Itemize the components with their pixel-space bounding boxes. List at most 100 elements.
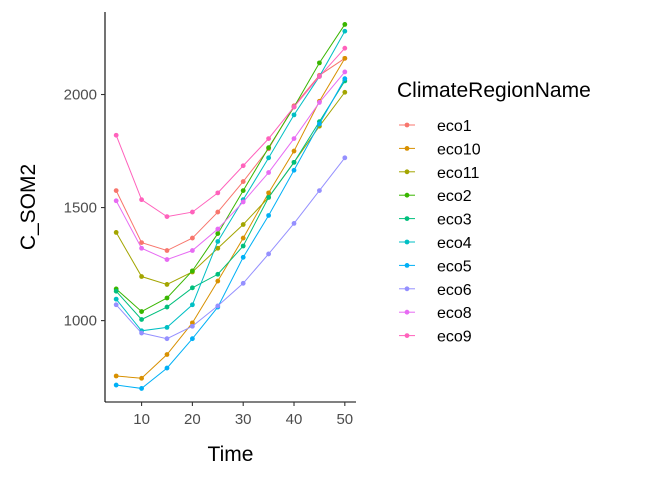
data-point (139, 309, 144, 314)
data-point (317, 188, 322, 194)
data-point (240, 243, 246, 249)
data-point (240, 222, 246, 227)
series-line (115, 71, 346, 261)
legend-item-eco8: eco8 (399, 305, 472, 322)
data-point (266, 213, 272, 218)
data-point (240, 188, 246, 194)
data-point (189, 320, 195, 326)
x-axis-ticks: 10 20 30 40 50 (133, 402, 353, 428)
data-point (240, 199, 246, 205)
x-tick-label: 40 (286, 411, 303, 428)
data-point (266, 145, 272, 151)
data-point (266, 251, 272, 257)
data-point (139, 197, 144, 203)
data-point (215, 303, 221, 309)
data-point (164, 248, 170, 253)
plot-series-group (113, 22, 348, 391)
data-point (291, 159, 297, 165)
data-point (317, 60, 322, 66)
legend-item-eco10: eco10 (399, 141, 481, 158)
data-point (189, 323, 195, 329)
data-point (215, 226, 221, 232)
data-point (113, 373, 119, 379)
legend-key-point (404, 146, 410, 151)
legend-label: eco10 (437, 141, 481, 158)
legend-key-point (404, 122, 410, 128)
data-point (215, 190, 221, 196)
legend-items: eco1 eco10 eco11 eco2 eco3 eco4 eco5 eco6 eco8 ec… (399, 118, 481, 346)
data-point (266, 136, 272, 142)
data-point (139, 330, 144, 336)
axes-group (104, 12, 356, 403)
series-eco5 (113, 76, 348, 391)
legend-label: eco2 (437, 188, 472, 205)
data-point (113, 230, 119, 235)
data-point (189, 285, 195, 291)
legend-label: eco6 (437, 282, 472, 299)
data-point (342, 155, 348, 161)
data-point (342, 22, 348, 27)
legend-label: eco1 (437, 118, 472, 135)
data-point (240, 179, 246, 184)
data-point (240, 163, 246, 169)
series-line (115, 157, 346, 340)
data-point (342, 76, 348, 82)
data-point (215, 209, 221, 215)
data-point (342, 89, 348, 95)
data-point (164, 257, 170, 262)
legend-item-eco11: eco11 (399, 165, 480, 182)
y-axis-ticks: 1000 1500 2000 (64, 87, 105, 330)
y-tick-label: 1500 (64, 200, 97, 217)
data-point (139, 240, 144, 246)
data-point (215, 278, 221, 284)
legend-key-point (404, 216, 410, 222)
legend-key-point (404, 263, 410, 268)
data-point (113, 288, 119, 294)
series-line (115, 91, 346, 285)
legend-key-point (404, 169, 410, 175)
data-point (139, 274, 144, 279)
legend-item-eco4: eco4 (399, 235, 472, 252)
y-axis-title: C_SOM2 (17, 164, 40, 250)
legend-item-eco5: eco5 (399, 258, 472, 275)
data-point (164, 282, 170, 287)
legend-label: eco3 (437, 212, 472, 229)
data-point (215, 271, 221, 277)
y-tick-label: 1000 (64, 313, 97, 330)
legend-key-point (404, 333, 410, 338)
data-point (240, 254, 246, 260)
series-line (115, 24, 346, 313)
data-point (113, 302, 119, 308)
legend-label: eco4 (437, 235, 472, 252)
series-line (116, 58, 346, 379)
data-point (215, 239, 221, 244)
data-point (189, 209, 195, 215)
data-point (189, 268, 195, 274)
data-point (291, 148, 297, 154)
data-point (266, 155, 272, 161)
data-point (139, 317, 144, 322)
data-point (164, 324, 170, 330)
legend-title: ClimateRegionName (397, 79, 591, 102)
data-point (342, 55, 348, 61)
data-point (266, 194, 272, 200)
data-point (342, 28, 348, 34)
data-point (164, 214, 170, 220)
series-eco8 (113, 69, 348, 262)
series-line (115, 80, 346, 321)
data-point (291, 220, 297, 226)
data-point (291, 104, 297, 110)
series-eco11 (113, 89, 348, 287)
data-point (240, 280, 246, 286)
data-point (139, 245, 144, 251)
legend-label: eco8 (437, 305, 472, 322)
series-eco6 (113, 155, 348, 342)
legend-item-eco6: eco6 (399, 282, 472, 299)
data-point (342, 69, 348, 75)
data-point (266, 170, 272, 175)
data-point (291, 136, 297, 142)
legend-item-eco9: eco9 (399, 329, 472, 346)
data-point (317, 121, 322, 127)
legend-label: eco9 (437, 329, 472, 346)
